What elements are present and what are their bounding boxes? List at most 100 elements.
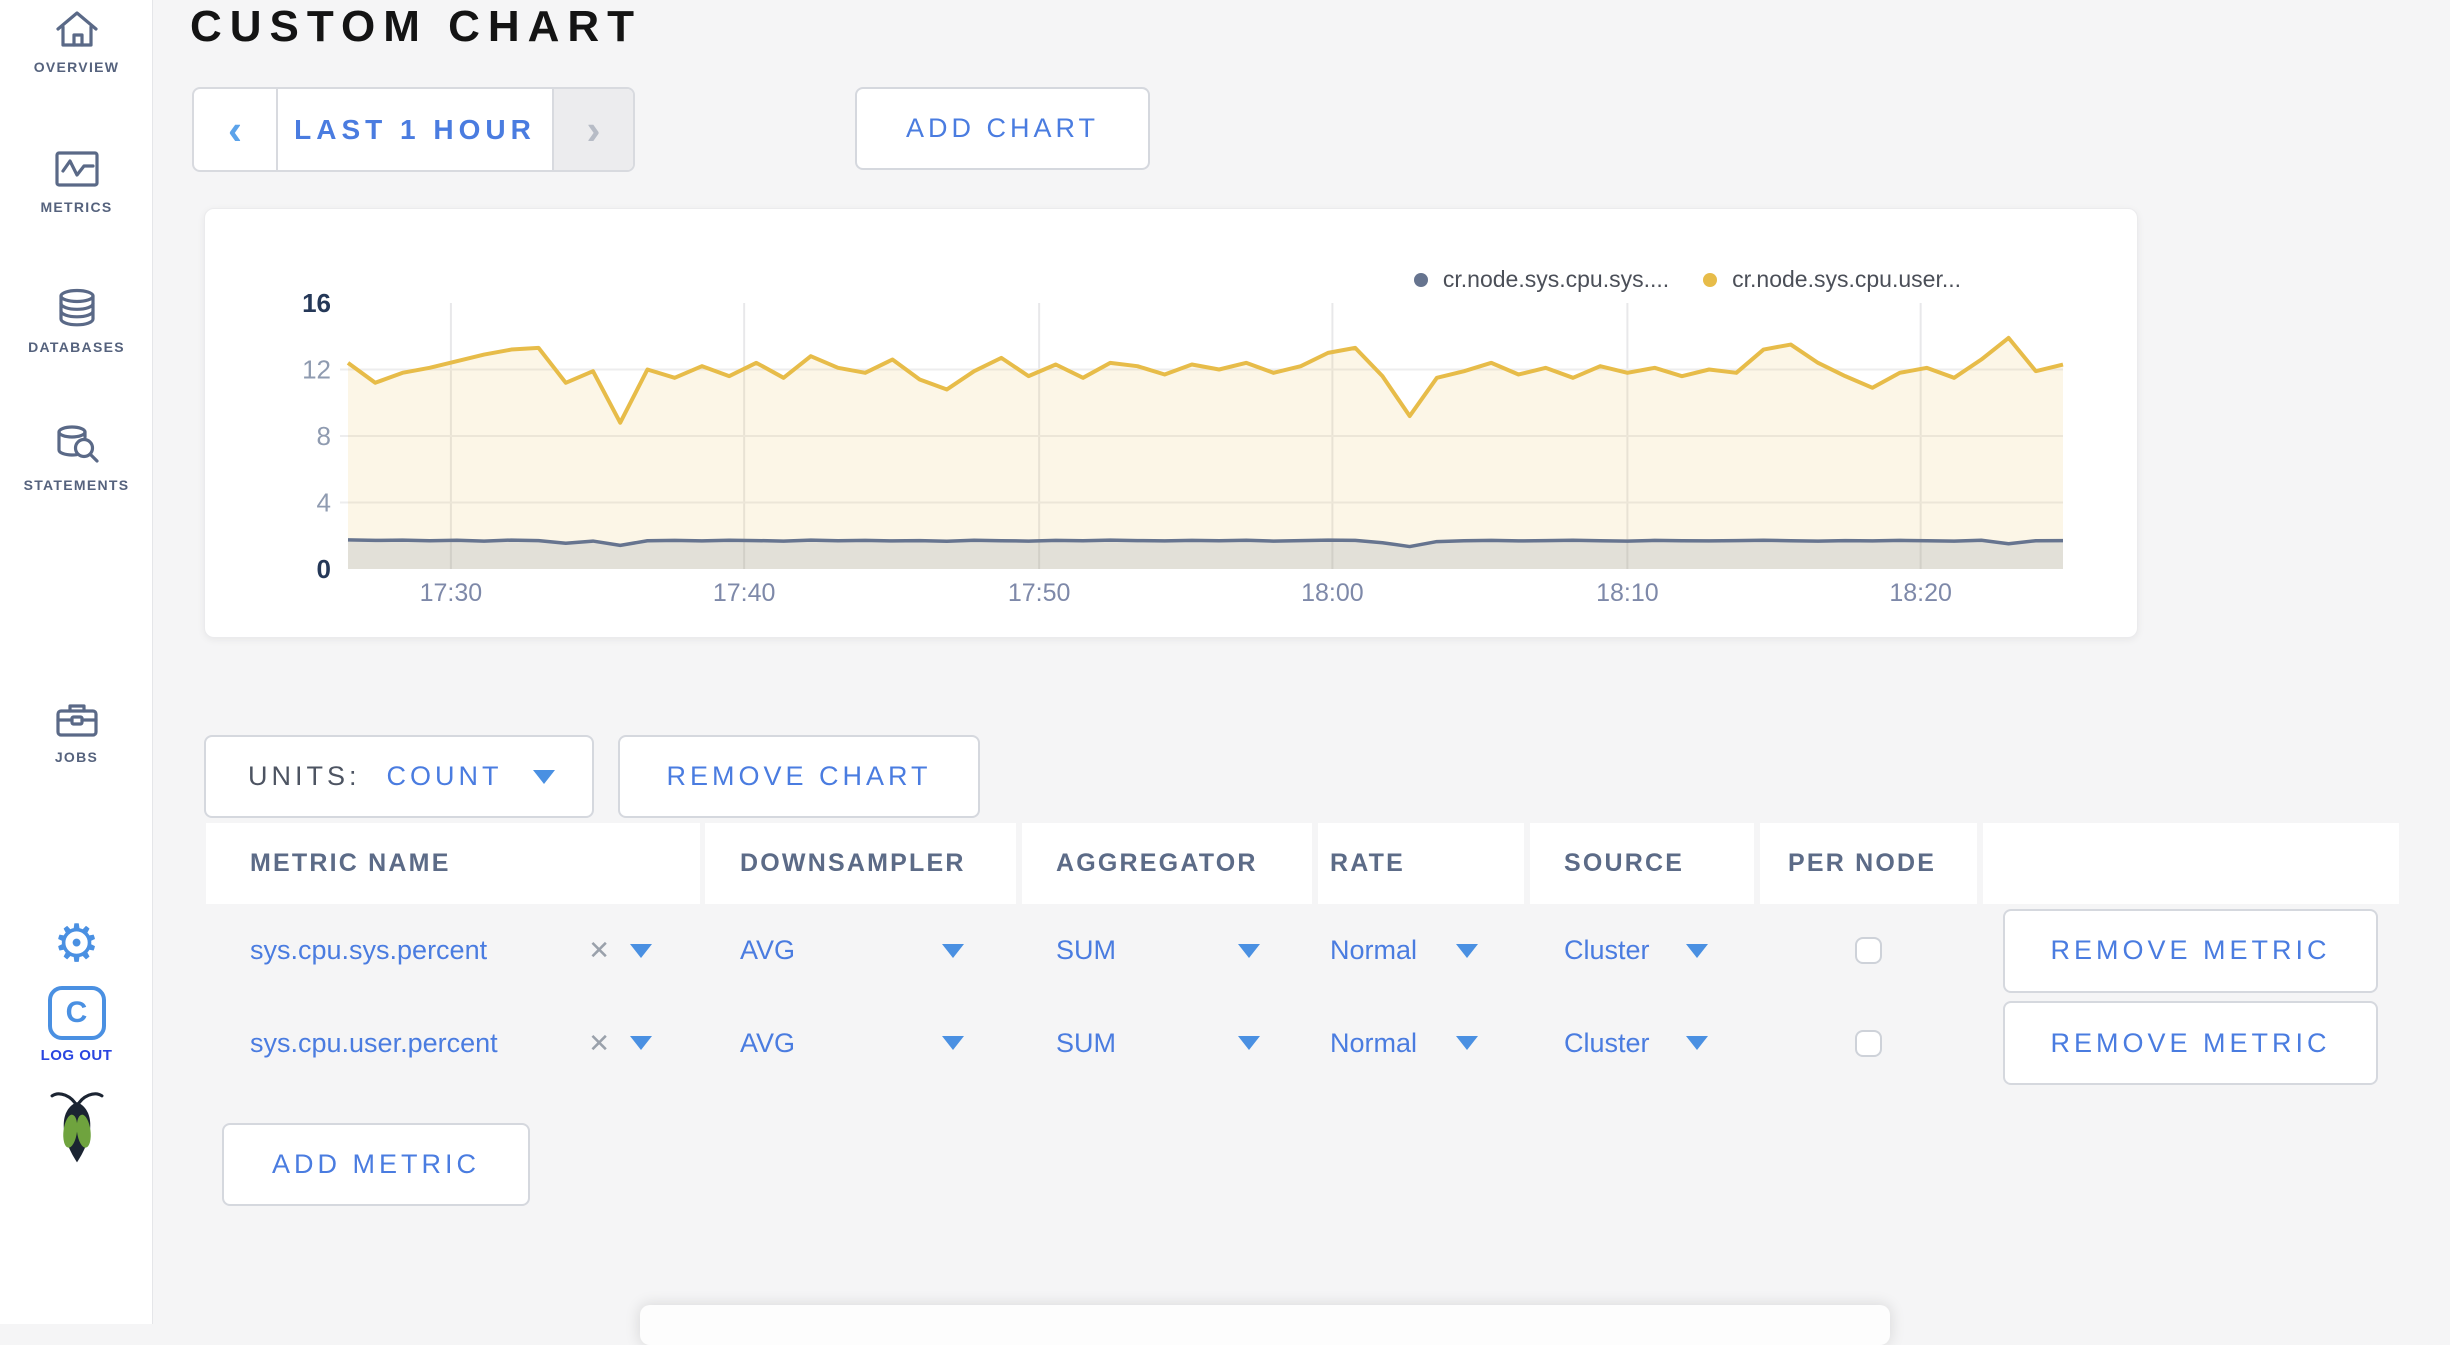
remove-metric-button[interactable]: REMOVE METRIC xyxy=(2003,1001,2378,1085)
chevron-down-icon xyxy=(532,769,555,784)
source-dropdown[interactable]: Cluster xyxy=(1530,998,1754,1088)
chevron-down-icon xyxy=(942,943,964,958)
downsampler-dropdown[interactable]: AVG xyxy=(705,998,1016,1088)
next-chart-card-shadow xyxy=(640,1305,1890,1345)
units-dropdown[interactable]: UNITS: COUNT xyxy=(204,735,594,818)
logo-letter: C xyxy=(65,996,88,1029)
metric-select-cell: sys.cpu.sys.percent ✕ xyxy=(206,903,700,998)
sidebar-item-metrics[interactable]: METRICS xyxy=(0,148,153,215)
chevron-down-icon xyxy=(1686,1036,1708,1050)
svg-text:0: 0 xyxy=(317,554,331,584)
cpu-line-chart[interactable]: 17:30 17:40 17:50 18:00 18:10 18:20 0 4 8 12 16 xyxy=(205,209,2139,639)
aggregator-dropdown[interactable]: SUM xyxy=(1022,998,1312,1088)
add-chart-button[interactable]: ADD CHART xyxy=(855,87,1150,170)
chart-card: 17:30 17:40 17:50 18:00 18:10 18:20 0 4 8 12 16 cr… xyxy=(204,208,2138,638)
sidebar-item-label: JOBS xyxy=(54,749,99,765)
table-row: sys.cpu.user.percent ✕ AVG SUM Normal Cl… xyxy=(0,998,2450,1088)
svg-text:17:30: 17:30 xyxy=(420,579,483,607)
time-range-next-button[interactable]: › xyxy=(552,89,633,170)
sidebar-item-label: METRICS xyxy=(40,199,113,215)
svg-text:18:20: 18:20 xyxy=(1889,579,1952,607)
chevron-right-icon: › xyxy=(586,105,601,153)
source-value: Cluster xyxy=(1564,1027,1650,1058)
legend-item-sys-cpu[interactable]: cr.node.sys.cpu.sys.... xyxy=(1413,266,1670,293)
table-row: sys.cpu.sys.percent ✕ AVG SUM Normal Clu… xyxy=(0,903,2450,998)
metric-select-cell: sys.cpu.user.percent ✕ xyxy=(206,998,700,1088)
downsampler-value: AVG xyxy=(740,1027,796,1058)
sidebar-item-databases[interactable]: DATABASES xyxy=(0,288,153,355)
home-icon xyxy=(0,8,153,50)
downsampler-value: AVG xyxy=(740,935,796,965)
chevron-down-icon xyxy=(1686,943,1708,958)
aggregator-value: SUM xyxy=(1056,935,1116,965)
legend-label: cr.node.sys.cpu.sys.... xyxy=(1442,266,1670,292)
sidebar-item-label: STATEMENTS xyxy=(23,477,130,493)
metric-dropdown-controls: ✕ xyxy=(588,935,652,966)
svg-text:8: 8 xyxy=(317,421,331,451)
aggregator-dropdown[interactable]: SUM xyxy=(1022,903,1312,998)
rate-dropdown[interactable]: Normal xyxy=(1318,998,1524,1088)
svg-text:16: 16 xyxy=(302,288,331,318)
aggregator-value: SUM xyxy=(1056,1027,1116,1058)
remove-metric-button[interactable]: REMOVE METRIC xyxy=(2003,908,2378,993)
rate-dropdown[interactable]: Normal xyxy=(1318,903,1524,998)
legend-dot-icon xyxy=(1703,272,1718,287)
actions-cell: REMOVE METRIC xyxy=(1983,903,2399,998)
chevron-down-icon xyxy=(1238,943,1260,958)
remove-chart-button[interactable]: REMOVE CHART xyxy=(618,735,980,818)
svg-text:17:50: 17:50 xyxy=(1008,579,1071,607)
chevron-left-icon: ‹ xyxy=(228,105,242,153)
column-header-source: SOURCE xyxy=(1530,823,1754,904)
source-value: Cluster xyxy=(1564,935,1650,965)
svg-text:18:00: 18:00 xyxy=(1301,579,1364,607)
chevron-down-icon xyxy=(1456,943,1478,958)
actions-cell: REMOVE METRIC xyxy=(1983,998,2399,1088)
sidebar-item-statements[interactable]: STATEMENTS xyxy=(0,424,153,493)
sidebar-item-jobs[interactable]: JOBS xyxy=(0,698,153,765)
chart-legend: cr.node.sys.cpu.sys.... cr.node.sys.cpu.… xyxy=(1413,266,1961,293)
metric-dropdown-controls: ✕ xyxy=(588,1028,652,1059)
chevron-down-icon xyxy=(1456,1036,1478,1050)
cockroach-c-logo-icon: C xyxy=(47,986,106,1040)
per-node-cell xyxy=(1760,903,1977,998)
legend-dot-icon xyxy=(1413,272,1428,287)
time-range-selector: ‹ LAST 1 HOUR › xyxy=(192,87,635,172)
chevron-down-icon xyxy=(1238,1036,1260,1050)
source-dropdown[interactable]: Cluster xyxy=(1530,903,1754,998)
metric-name-value[interactable]: sys.cpu.user.percent xyxy=(250,1027,498,1058)
metric-name-value[interactable]: sys.cpu.sys.percent xyxy=(250,935,488,965)
legend-label: cr.node.sys.cpu.user... xyxy=(1732,266,1961,292)
settings-button[interactable]: ⚙ xyxy=(0,918,153,970)
metrics-icon xyxy=(0,148,153,190)
svg-text:12: 12 xyxy=(302,355,331,385)
time-range-prev-button[interactable]: ‹ xyxy=(194,89,278,170)
add-metric-button[interactable]: ADD METRIC xyxy=(222,1123,530,1206)
chevron-down-icon xyxy=(942,1036,964,1050)
logout-button[interactable]: C LOG OUT xyxy=(0,986,153,1064)
units-value: COUNT xyxy=(386,761,503,791)
per-node-checkbox[interactable] xyxy=(1855,1029,1882,1057)
column-header-downsampler: DOWNSAMPLER xyxy=(705,823,1016,904)
legend-item-user-cpu[interactable]: cr.node.sys.cpu.user... xyxy=(1703,266,1961,293)
per-node-checkbox[interactable] xyxy=(1855,937,1882,964)
sidebar-item-overview[interactable]: OVERVIEW xyxy=(0,8,153,75)
chevron-down-icon[interactable] xyxy=(630,1036,652,1050)
sidebar: OVERVIEW METRICS DATABASES xyxy=(0,0,153,1324)
column-header-per-node: PER NODE xyxy=(1760,823,1977,904)
briefcase-icon xyxy=(0,698,153,740)
metrics-table-header: METRIC NAME DOWNSAMPLER AGGREGATOR RATE … xyxy=(0,823,2450,904)
logout-label: LOG OUT xyxy=(40,1047,113,1064)
svg-text:18:10: 18:10 xyxy=(1596,579,1659,607)
database-icon xyxy=(0,288,153,330)
rate-value: Normal xyxy=(1330,935,1418,965)
column-header-aggregator: AGGREGATOR xyxy=(1022,823,1312,904)
downsampler-dropdown[interactable]: AVG xyxy=(705,903,1016,998)
clear-icon[interactable]: ✕ xyxy=(588,1027,610,1058)
sidebar-item-label: OVERVIEW xyxy=(33,59,120,75)
chevron-down-icon[interactable] xyxy=(630,943,652,958)
rate-value: Normal xyxy=(1330,1027,1418,1058)
time-range-dropdown[interactable]: LAST 1 HOUR xyxy=(294,113,536,145)
statements-icon xyxy=(0,424,153,468)
clear-icon[interactable]: ✕ xyxy=(588,935,610,965)
units-label: UNITS: xyxy=(248,761,361,791)
